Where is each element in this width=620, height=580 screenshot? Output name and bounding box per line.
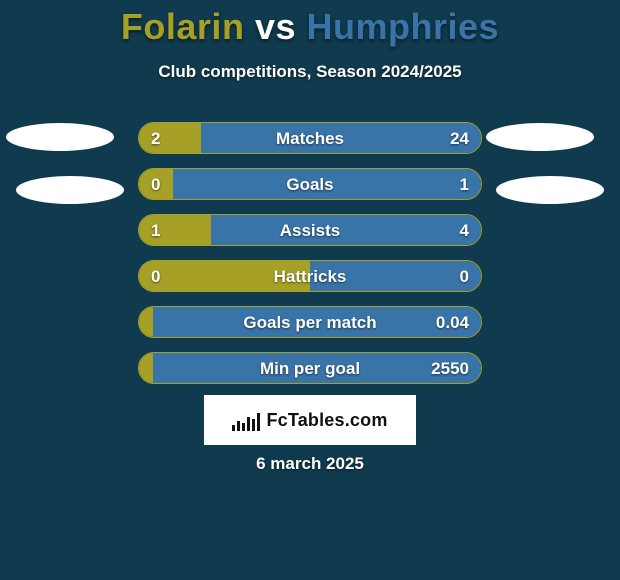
player-oval-left [6,123,114,151]
stat-label: Goals per match [139,307,481,338]
logo-bars-icon [232,409,260,431]
stat-row: 0.04Goals per match [138,306,482,338]
stat-label: Min per goal [139,353,481,384]
player-oval-right [486,123,594,151]
logo-text: FcTables.com [266,410,387,431]
comparison-infographic: Folarin vs Humphries Club competitions, … [0,0,620,580]
stat-row: 14Assists [138,214,482,246]
date-label: 6 march 2025 [0,454,620,474]
stat-row: 224Matches [138,122,482,154]
player-oval-left [16,176,124,204]
stat-row: 01Goals [138,168,482,200]
stat-label: Goals [139,169,481,200]
title-player2: Humphries [307,6,500,47]
stat-rows: 224Matches 01Goals 14Assists 00Hattricks 0.0… [138,122,482,384]
title-player1: Folarin [121,6,245,47]
subtitle: Club competitions, Season 2024/2025 [0,62,620,82]
stat-label: Hattricks [139,261,481,292]
stat-label: Matches [139,123,481,154]
stat-row: 00Hattricks [138,260,482,292]
page-title: Folarin vs Humphries [0,0,620,48]
player-oval-right [496,176,604,204]
stat-row: 2550Min per goal [138,352,482,384]
fctables-logo: FcTables.com [204,395,416,445]
stat-label: Assists [139,215,481,246]
title-separator: vs [255,6,296,47]
